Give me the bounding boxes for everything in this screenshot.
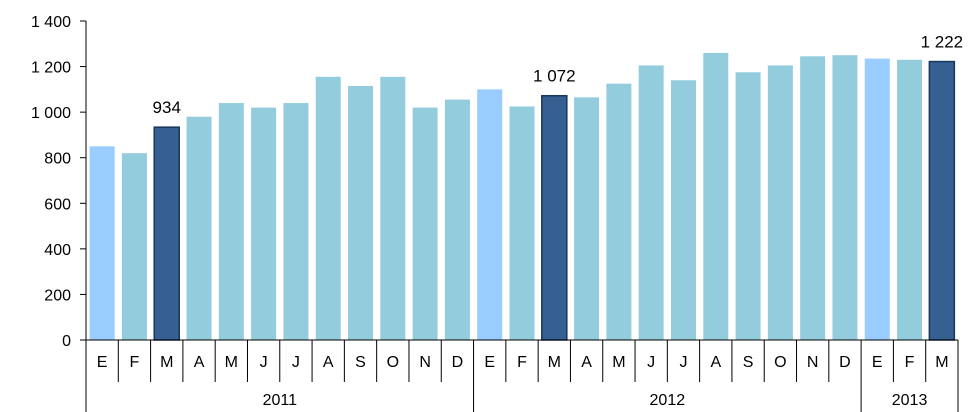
- bar: [638, 65, 664, 341]
- bar: [251, 107, 277, 340]
- y-tick-label: 1 000: [31, 105, 71, 122]
- x-tick-label: F: [130, 354, 140, 371]
- y-tick-label: 0: [62, 333, 71, 350]
- data-labels: 934 1 072 1 222: [153, 33, 964, 118]
- data-label: 1 072: [533, 67, 576, 86]
- bar: [928, 60, 956, 341]
- data-label: 1 222: [921, 33, 964, 52]
- bar: [412, 107, 438, 340]
- y-tick-label: 800: [44, 151, 71, 168]
- y-tick-label: 400: [44, 242, 71, 259]
- bar: [864, 58, 890, 340]
- x-tick-label: O: [387, 354, 399, 371]
- x-tick-label: M: [612, 354, 625, 371]
- x-tick-label: S: [355, 354, 366, 371]
- bar: [703, 52, 729, 341]
- x-group-label: 2011: [263, 392, 298, 409]
- x-tick-label: J: [260, 354, 268, 371]
- bar: [670, 80, 696, 340]
- y-axis: 0 200 400 600 800 1 000 1 200 1 400: [31, 14, 87, 350]
- x-tick-label: D: [452, 354, 464, 371]
- x-tick-label: D: [839, 354, 851, 371]
- x-tick-label: E: [484, 354, 495, 371]
- data-label: 934: [153, 98, 181, 117]
- x-tick-label: J: [679, 354, 687, 371]
- x-tick-label: S: [743, 354, 754, 371]
- x-tick-label: A: [323, 354, 334, 371]
- x-tick-label: J: [292, 354, 300, 371]
- bar: [153, 126, 180, 341]
- bar: [315, 76, 341, 340]
- bar: [606, 83, 632, 341]
- x-tick-label: N: [807, 354, 819, 371]
- bar: [509, 106, 535, 340]
- bar: [477, 89, 503, 340]
- bar: [800, 56, 826, 340]
- x-tick-label: A: [581, 354, 592, 371]
- bar: [186, 116, 212, 340]
- x-tick-label: E: [872, 354, 883, 371]
- bar: [767, 65, 793, 341]
- bar: [380, 76, 406, 340]
- x-tick-label: N: [419, 354, 431, 371]
- bar: [444, 99, 470, 340]
- y-tick-label: 200: [44, 287, 71, 304]
- x-tick-label: O: [774, 354, 786, 371]
- bar: [348, 85, 374, 340]
- bars: [89, 52, 956, 341]
- x-tick-label: A: [710, 354, 721, 371]
- bar: [897, 59, 923, 340]
- x-tick-label: E: [97, 354, 108, 371]
- y-tick-label: 1 400: [31, 14, 71, 31]
- x-tick-label: M: [548, 354, 561, 371]
- bar: [541, 94, 568, 341]
- y-tick-label: 600: [44, 196, 71, 213]
- x-tick-label: J: [647, 354, 655, 371]
- bar: [121, 153, 147, 340]
- bar: [574, 97, 600, 340]
- bar: [735, 72, 761, 341]
- x-tick-label: M: [935, 354, 948, 371]
- x-tick-label: M: [225, 354, 238, 371]
- bar: [832, 55, 858, 341]
- x-group-label: 2012: [650, 392, 686, 409]
- x-tick-label: F: [517, 354, 527, 371]
- bar: [89, 146, 115, 340]
- y-tick-label: 1 200: [31, 60, 71, 77]
- x-tick-label: F: [905, 354, 915, 371]
- x-axis: E F M A M J J A S O N D E F M A M J J A S O N D E F M 2011 2012 2013: [85, 339, 959, 412]
- bar: [218, 103, 244, 341]
- x-group-label: 2013: [892, 392, 928, 409]
- x-tick-label: M: [160, 354, 173, 371]
- x-tick-label: A: [194, 354, 205, 371]
- bar: [283, 103, 309, 341]
